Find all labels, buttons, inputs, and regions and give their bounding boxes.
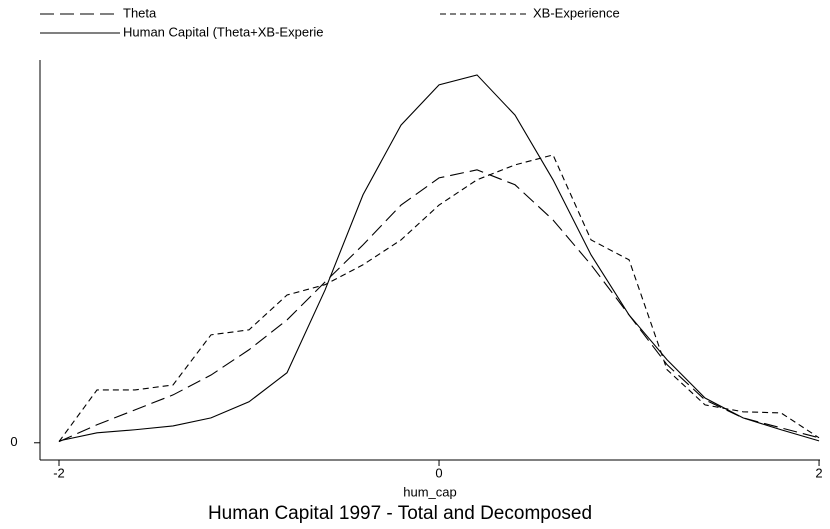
series-line	[58, 154, 820, 442]
legend-label: Theta	[123, 5, 157, 20]
x-tick-label: 2	[815, 465, 822, 480]
legend-label: Human Capital (Theta+XB-Experie	[123, 24, 324, 39]
series-line	[58, 74, 820, 442]
legend-label: XB-Experience	[533, 5, 620, 20]
series-line	[58, 169, 820, 443]
y-tick-label: 0	[10, 434, 17, 449]
x-tick-label: 0	[435, 465, 442, 480]
x-tick-label: -2	[53, 465, 65, 480]
x-axis-label: hum_cap	[403, 484, 456, 499]
chart-title: Human Capital 1997 - Total and Decompose…	[208, 503, 592, 524]
